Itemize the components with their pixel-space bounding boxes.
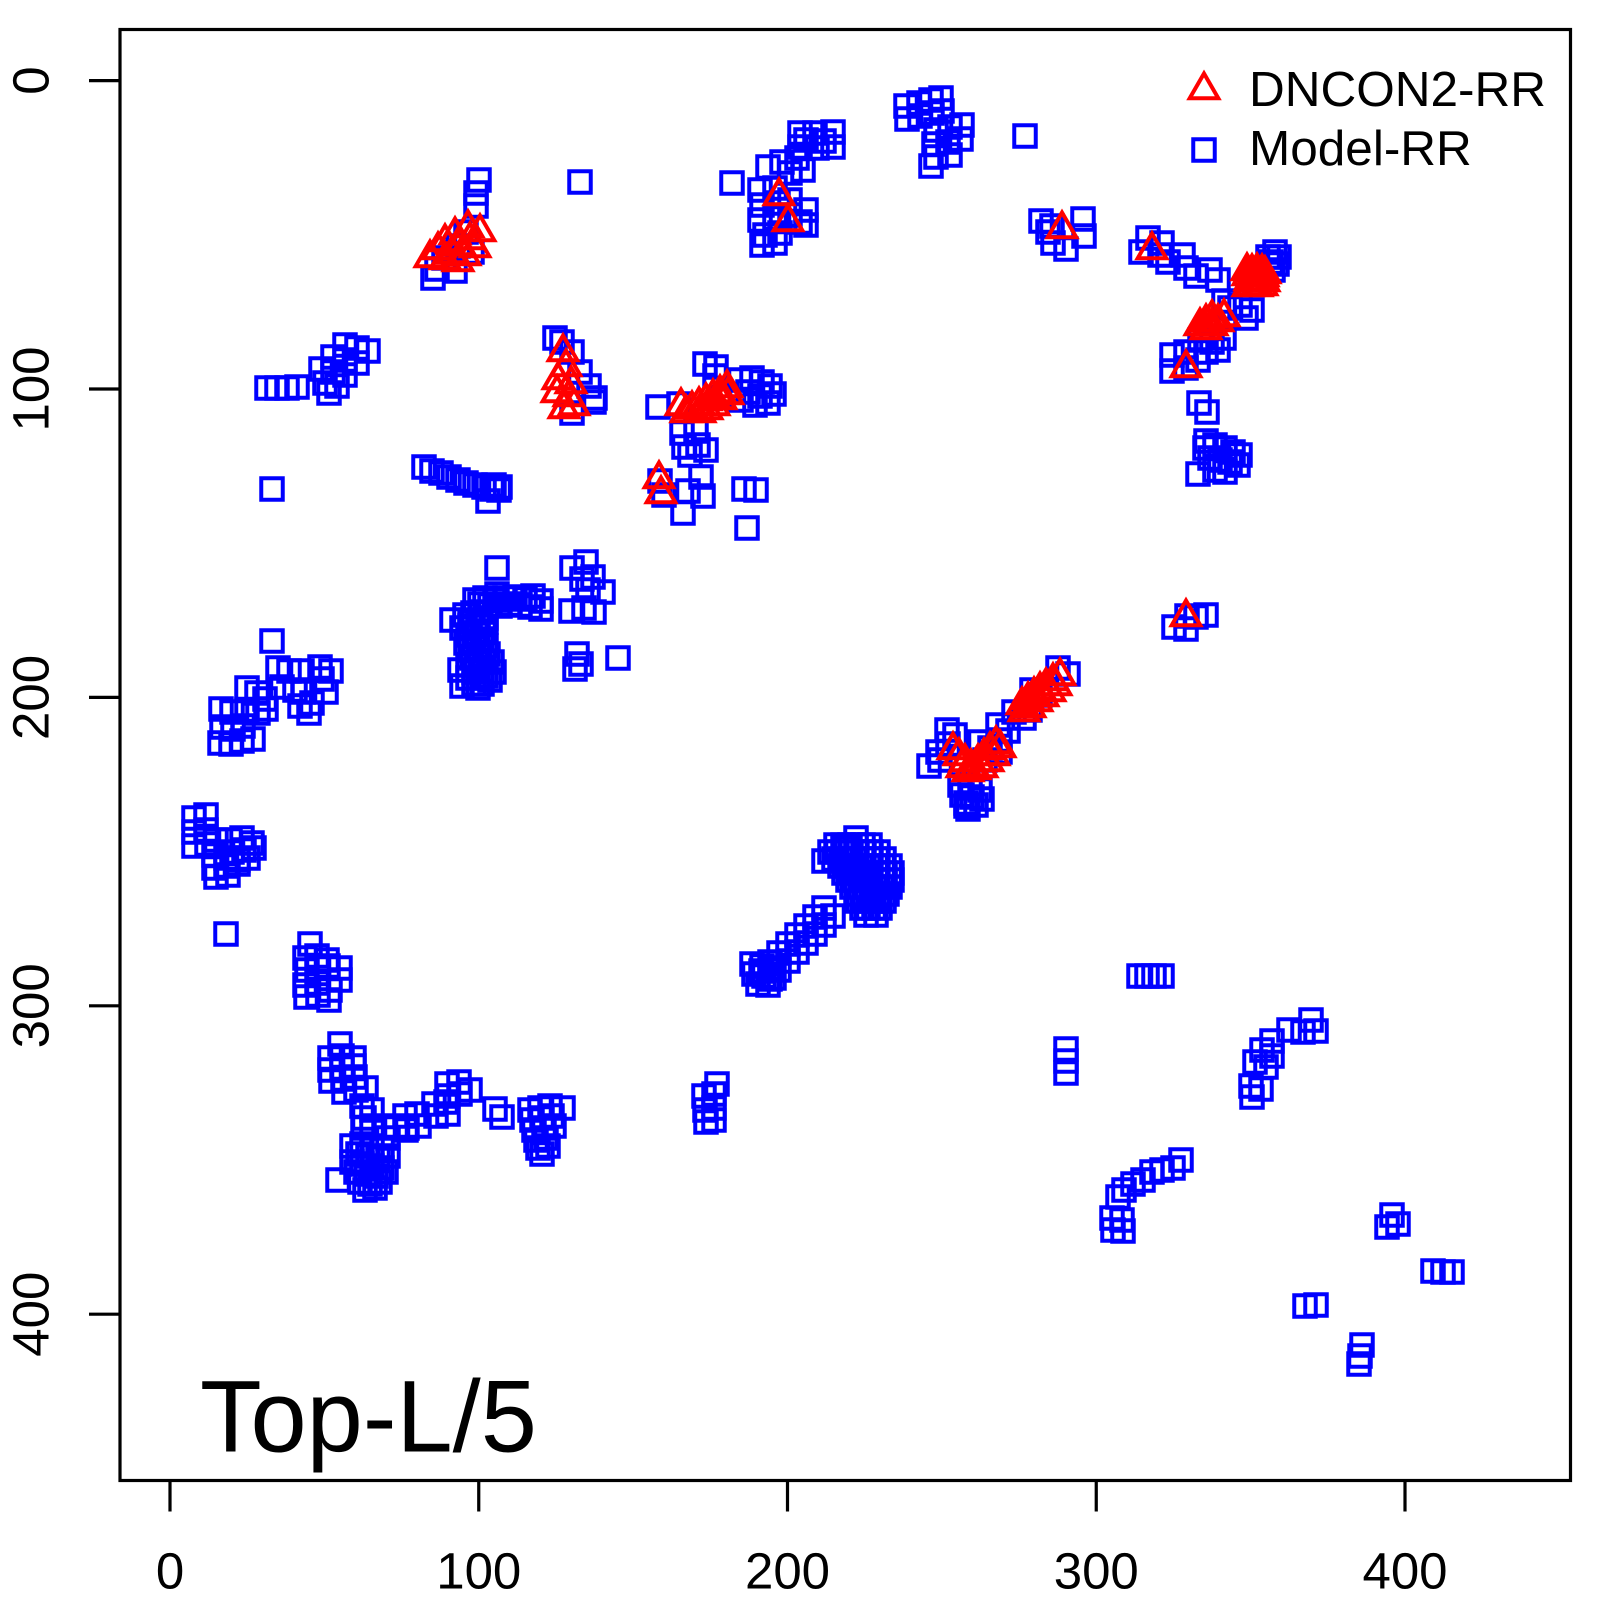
svg-text:Top-L/5: Top-L/5	[200, 1359, 537, 1474]
svg-text:400: 400	[1362, 1542, 1447, 1599]
svg-text:300: 300	[3, 963, 60, 1048]
svg-text:Model-RR: Model-RR	[1249, 121, 1472, 176]
svg-text:300: 300	[1054, 1542, 1139, 1599]
svg-text:100: 100	[436, 1542, 521, 1599]
svg-text:DNCON2-RR: DNCON2-RR	[1249, 62, 1546, 117]
svg-text:400: 400	[3, 1272, 60, 1357]
svg-text:100: 100	[3, 346, 60, 431]
svg-text:0: 0	[3, 66, 60, 94]
svg-text:0: 0	[156, 1542, 184, 1599]
svg-text:200: 200	[745, 1542, 830, 1599]
svg-text:200: 200	[3, 655, 60, 740]
